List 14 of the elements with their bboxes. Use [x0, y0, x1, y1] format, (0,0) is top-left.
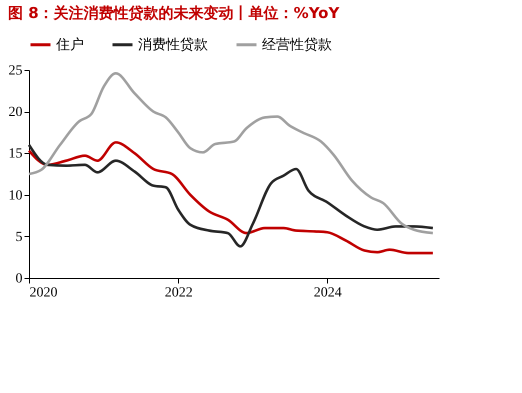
x-tick-label: 2020 [30, 286, 58, 300]
legend-label: 消费性贷款 [138, 36, 208, 53]
y-tick-label: 5 [16, 230, 22, 245]
legend-label: 经营性贷款 [262, 36, 332, 53]
x-tick-label: 2024 [314, 286, 342, 300]
legend-label: 住户 [55, 36, 84, 53]
y-tick-label: 20 [8, 105, 22, 120]
y-tick-label: 25 [8, 64, 22, 78]
line-series [28, 72, 434, 234]
y-tick-label: 10 [8, 188, 22, 204]
chart-title: 图 8：关注消费性贷款的未来变动丨单位：%YoY [8, 4, 340, 22]
y-tick-label: 0 [16, 272, 22, 286]
y-tick-label: 15 [8, 146, 22, 162]
x-tick-label: 2022 [164, 286, 193, 300]
